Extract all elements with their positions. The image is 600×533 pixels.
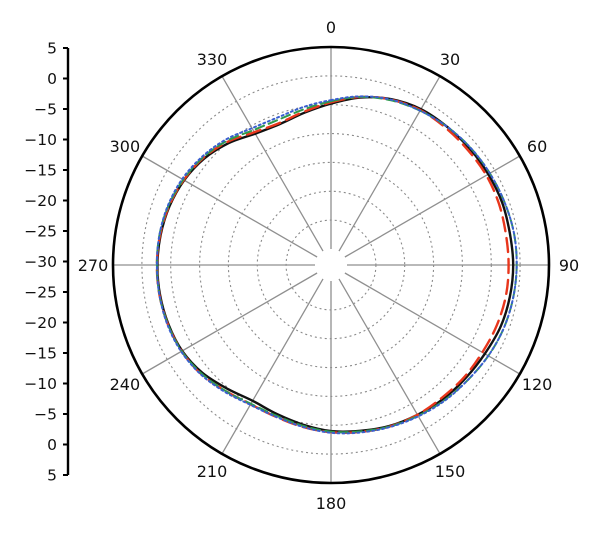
angle-label: 90 — [559, 256, 579, 275]
radial-tick-label: −10 — [24, 131, 57, 149]
radial-tick-label: 0 — [47, 70, 57, 88]
radial-axis: 5 0 −5 −10 −15 −20 −25 −30 −25 −20 −15 −10 −5 0 5 — [24, 40, 70, 485]
radial-tick-label: −25 — [24, 284, 57, 302]
angle-label: 330 — [197, 50, 228, 69]
angle-label: 60 — [527, 137, 547, 156]
radial-tick-label: −10 — [24, 375, 57, 393]
grid-spoke — [141, 155, 318, 258]
grid-spoke — [338, 278, 441, 455]
grid-spoke — [344, 155, 521, 258]
angle-labels: 0 30 60 90 120 150 180 210 240 270 300 330 — [78, 18, 579, 513]
radial-tick-label: −5 — [34, 406, 57, 424]
radial-tick-label: −20 — [24, 314, 57, 332]
radial-tick-label: 5 — [47, 467, 57, 485]
outer-circle — [111, 45, 551, 485]
radial-tick-label: −25 — [24, 223, 57, 241]
radial-tick-label: 5 — [47, 40, 57, 58]
angle-label: 30 — [440, 50, 460, 69]
angle-label: 210 — [197, 462, 228, 481]
polar-grid — [113, 47, 549, 483]
series-line-4 — [155, 95, 518, 435]
angle-label: 0 — [326, 18, 336, 37]
radial-tick-label: −15 — [24, 162, 57, 180]
angle-label: 240 — [110, 375, 141, 394]
angle-label: 150 — [435, 462, 466, 481]
radial-tick-label: −20 — [24, 192, 57, 210]
polar-frame — [111, 45, 551, 485]
grid-spoke — [141, 272, 318, 375]
series-group — [155, 95, 518, 435]
angle-label: 270 — [78, 256, 109, 275]
grid-spoke — [221, 278, 324, 455]
grid-spoke — [221, 75, 324, 252]
radial-tick-label: 0 — [47, 436, 57, 454]
grid-spoke — [344, 272, 521, 375]
angle-label: 300 — [110, 137, 141, 156]
radial-tick-label: −15 — [24, 345, 57, 363]
radial-tick-label: −30 — [24, 253, 57, 271]
angle-label: 120 — [522, 375, 553, 394]
angle-label: 180 — [316, 494, 347, 513]
radial-tick-label: −5 — [34, 101, 57, 119]
grid-spoke — [338, 75, 441, 252]
